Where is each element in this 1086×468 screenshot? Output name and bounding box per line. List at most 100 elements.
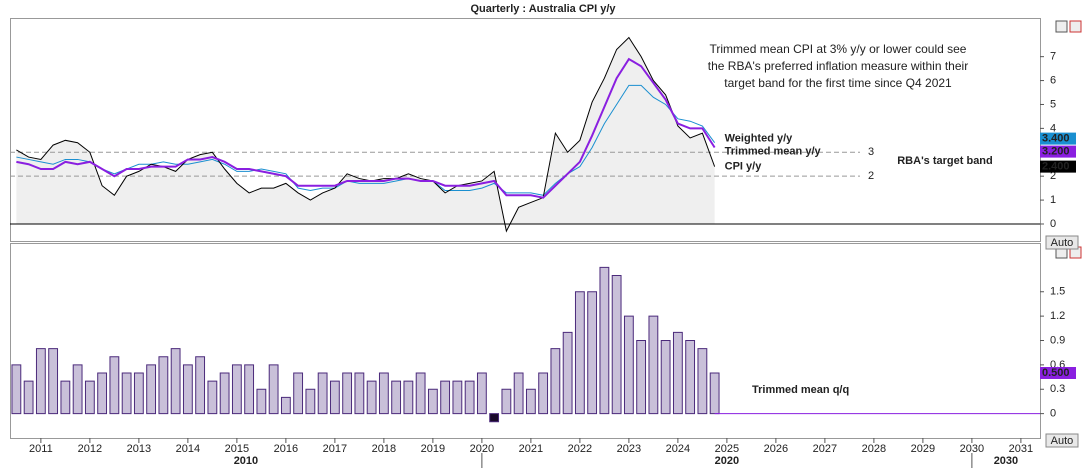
x-major-label: 2020 [715, 455, 739, 467]
scale-button[interactable] [1045, 433, 1079, 448]
y-tick-label: 0.3 [1050, 383, 1065, 395]
bar [574, 291, 585, 415]
y-tick-label: 1.2 [1050, 310, 1065, 322]
reference-line-label: 2 [868, 170, 874, 182]
x-tick-label: 2024 [666, 443, 690, 455]
bar [636, 340, 647, 415]
panel-close-icon[interactable] [1069, 20, 1082, 33]
y-tick-label: 1 [1050, 194, 1056, 206]
bar [391, 380, 402, 415]
x-tick-label: 2016 [274, 443, 298, 455]
bar [587, 291, 598, 415]
bar [97, 372, 108, 415]
bar [207, 380, 218, 415]
bar [293, 372, 304, 415]
x-tick-label: 2011 [29, 443, 53, 455]
y-tick-label: 7 [1050, 51, 1056, 63]
bar [280, 396, 291, 415]
bar [452, 380, 463, 415]
bar [366, 380, 377, 415]
bar [35, 348, 46, 415]
value-tag [1040, 145, 1076, 158]
bar [133, 372, 144, 415]
y-tick-label: 0 [1050, 408, 1056, 420]
x-tick-label: 2019 [421, 443, 445, 455]
bar [354, 372, 365, 415]
bar [305, 388, 316, 415]
bar [489, 413, 500, 423]
bar [11, 364, 22, 415]
series-label: Trimmed mean y/y [725, 146, 822, 158]
series-label: CPI y/y [725, 161, 763, 173]
y-tick-label: 5 [1050, 98, 1056, 110]
value-tag-label: 3.200 [1042, 146, 1070, 158]
x-tick-label: 2015 [225, 443, 249, 455]
x-tick-label: 2031 [1009, 443, 1033, 455]
series-label: Weighted y/y [725, 133, 794, 145]
bar [60, 380, 71, 415]
x-tick-label: 2017 [323, 443, 347, 455]
bar [648, 315, 659, 415]
value-tag-label: 2.400 [1042, 161, 1070, 173]
bar [244, 364, 255, 415]
x-tick-label: 2026 [764, 443, 788, 455]
series-label: Trimmed mean q/q [752, 384, 849, 396]
bar [48, 348, 59, 415]
bar [525, 388, 536, 415]
bar [170, 348, 181, 415]
bar [256, 388, 267, 415]
bar [427, 388, 438, 415]
bar [599, 266, 610, 415]
bar [562, 331, 573, 415]
bar [476, 372, 487, 415]
chart-title: Quarterly : Australia CPI y/y [470, 3, 616, 15]
bar [121, 372, 132, 415]
x-tick-label: 2025 [715, 443, 739, 455]
bar [440, 380, 451, 415]
x-major-label: 2030 [994, 455, 1018, 467]
y-tick-label: 0.9 [1050, 334, 1065, 346]
value-tag [1040, 160, 1076, 173]
panel-restore-icon[interactable] [1055, 20, 1068, 33]
bar [84, 380, 95, 415]
bar [672, 331, 683, 415]
bar [342, 372, 353, 415]
scale-button-label[interactable]: Auto [1051, 435, 1074, 447]
scale-button-label[interactable]: Auto [1051, 237, 1074, 249]
y-tick-label: 0 [1050, 218, 1056, 230]
bar [378, 372, 389, 415]
bar [697, 348, 708, 415]
band-label: RBA's target band [897, 155, 993, 167]
bar [538, 372, 549, 415]
bar [195, 356, 206, 415]
bar [182, 364, 193, 415]
x-tick-label: 2023 [617, 443, 641, 455]
bar [268, 364, 279, 415]
x-tick-label: 2027 [813, 443, 837, 455]
bar [501, 388, 512, 415]
bar [709, 372, 720, 415]
y-tick-label: 2 [1050, 170, 1056, 182]
x-tick-label: 2022 [568, 443, 592, 455]
series-line [16, 84, 716, 196]
bar [72, 364, 83, 415]
value-tag [1040, 367, 1076, 379]
y-tick-label: 4 [1050, 122, 1056, 134]
bar [146, 364, 157, 415]
value-tag-label: 0.500 [1042, 367, 1070, 379]
bar [23, 380, 34, 415]
bar [623, 315, 634, 415]
cpi-area [16, 37, 715, 232]
x-tick-label: 2028 [862, 443, 886, 455]
bar [660, 340, 671, 415]
scale-button[interactable] [1045, 235, 1079, 250]
y-tick-label: 6 [1050, 74, 1056, 86]
x-tick-label: 2021 [519, 443, 543, 455]
x-major-label: 2010 [234, 455, 258, 467]
bar [219, 372, 230, 415]
panel-frame [10, 243, 1041, 439]
bar [403, 380, 414, 415]
bar [109, 356, 120, 415]
x-tick-label: 2020 [470, 443, 494, 455]
